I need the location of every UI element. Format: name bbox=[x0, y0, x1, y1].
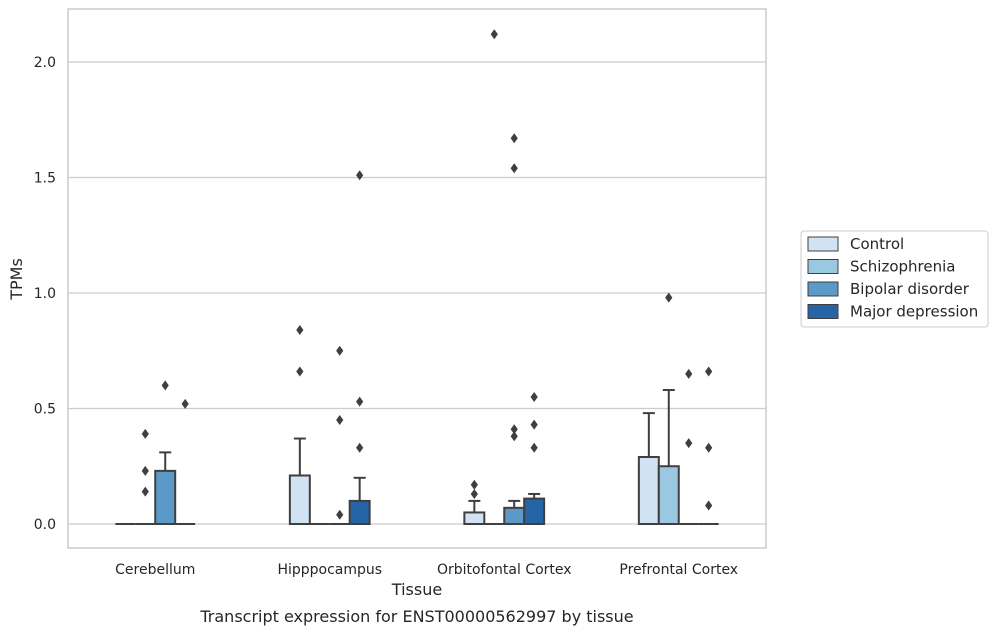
y-tick-label: 1.5 bbox=[34, 171, 56, 187]
legend-swatch bbox=[807, 259, 839, 274]
x-tick-label: Prefrontal Cortex bbox=[619, 562, 738, 578]
bar bbox=[348, 499, 371, 525]
bar bbox=[503, 506, 526, 525]
outlier-point bbox=[510, 431, 518, 442]
y-tick-label: 2.0 bbox=[34, 55, 56, 71]
legend: Control Schizophrenia Bipolar disorder Majo… bbox=[800, 230, 989, 328]
outlier-point bbox=[685, 368, 693, 379]
y-tick-label: 0.0 bbox=[34, 517, 56, 533]
outlier-point bbox=[665, 292, 673, 303]
outlier-point bbox=[356, 396, 364, 407]
bar bbox=[637, 456, 660, 526]
legend-swatch bbox=[807, 281, 839, 297]
outlier-point bbox=[705, 442, 713, 453]
outlier-point bbox=[336, 345, 344, 356]
outlier-points bbox=[141, 29, 713, 520]
x-tick-label: Cerebellum bbox=[115, 562, 195, 578]
x-tick-label: Orbitofontal Cortex bbox=[437, 562, 572, 578]
outlier-point bbox=[510, 133, 518, 144]
y-tick-label: 1.0 bbox=[34, 286, 56, 302]
outlier-point bbox=[490, 29, 498, 40]
bar bbox=[463, 511, 486, 526]
legend-label: Control bbox=[850, 235, 904, 253]
outlier-point bbox=[470, 479, 478, 490]
legend-label: Bipolar disorder bbox=[850, 280, 970, 298]
bar bbox=[288, 474, 311, 525]
outlier-point bbox=[470, 488, 478, 499]
outlier-point bbox=[530, 419, 538, 430]
outlier-point bbox=[161, 380, 169, 391]
outlier-point bbox=[141, 428, 149, 439]
outlier-point bbox=[510, 424, 518, 435]
legend-swatch bbox=[807, 304, 839, 319]
outlier-point bbox=[141, 465, 149, 476]
legend-label: Major depression bbox=[850, 303, 978, 321]
outlier-point bbox=[141, 486, 149, 497]
gridlines bbox=[68, 61, 766, 525]
bar bbox=[523, 497, 546, 525]
outlier-point bbox=[296, 324, 304, 335]
bar bbox=[657, 465, 680, 525]
legend-label: Schizophrenia bbox=[850, 258, 955, 276]
y-tick-label: 0.5 bbox=[34, 402, 56, 418]
outlier-point bbox=[336, 509, 344, 520]
x-tick-labels: Cerebellum Hipppocampus Orbitofontal Corte… bbox=[115, 562, 738, 578]
y-tick-labels: 0.0 0.5 1.0 1.5 2.0 bbox=[34, 55, 56, 533]
outlier-point bbox=[530, 442, 538, 453]
outlier-point bbox=[705, 500, 713, 511]
outlier-point bbox=[356, 442, 364, 453]
y-axis-title: TPMs bbox=[7, 258, 26, 301]
x-tick-label: Hipppocampus bbox=[277, 562, 382, 578]
x-axis-title: Tissue bbox=[391, 580, 442, 599]
bar bbox=[154, 469, 177, 525]
outlier-point bbox=[296, 366, 304, 377]
plot-frame bbox=[67, 8, 767, 549]
outlier-point bbox=[705, 366, 713, 377]
chart-caption: Transcript expression for ENST0000056299… bbox=[199, 607, 633, 626]
outlier-point bbox=[181, 398, 189, 409]
outlier-point bbox=[510, 163, 518, 174]
legend-frame bbox=[800, 230, 989, 328]
outlier-point bbox=[685, 438, 693, 449]
error-bars bbox=[159, 389, 675, 513]
bars bbox=[115, 456, 719, 526]
outlier-point bbox=[530, 391, 538, 402]
outlier-point bbox=[336, 415, 344, 426]
legend-swatch bbox=[807, 236, 839, 252]
outlier-point bbox=[356, 170, 364, 181]
